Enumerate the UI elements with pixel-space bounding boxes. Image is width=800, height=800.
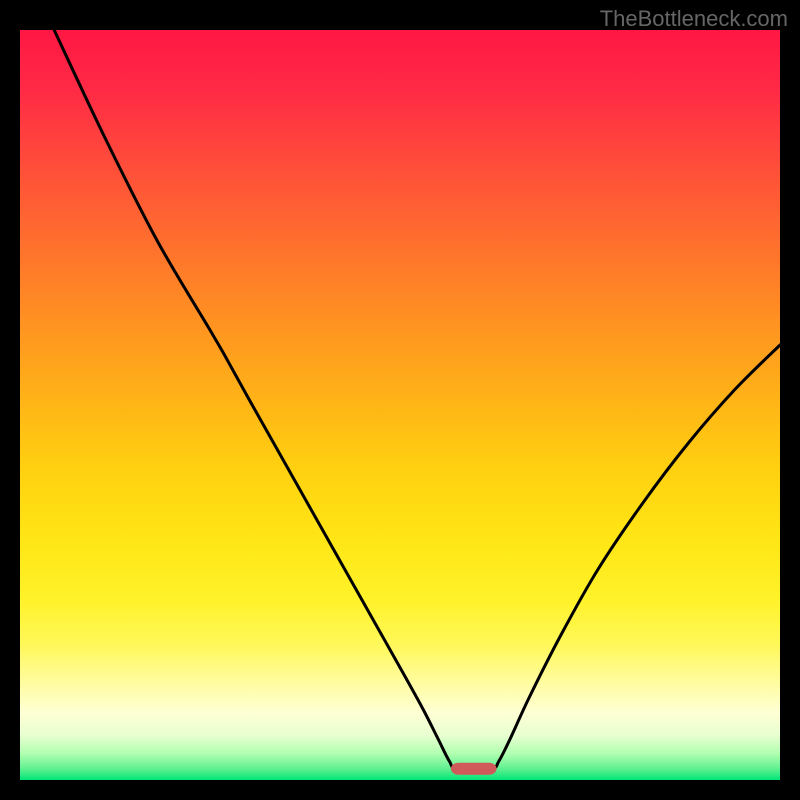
optimal-marker	[451, 763, 497, 775]
plot-area	[20, 30, 780, 780]
watermark-text: TheBottleneck.com	[600, 6, 788, 32]
bottleneck-chart-svg	[20, 30, 780, 780]
chart-container: TheBottleneck.com	[0, 0, 800, 800]
